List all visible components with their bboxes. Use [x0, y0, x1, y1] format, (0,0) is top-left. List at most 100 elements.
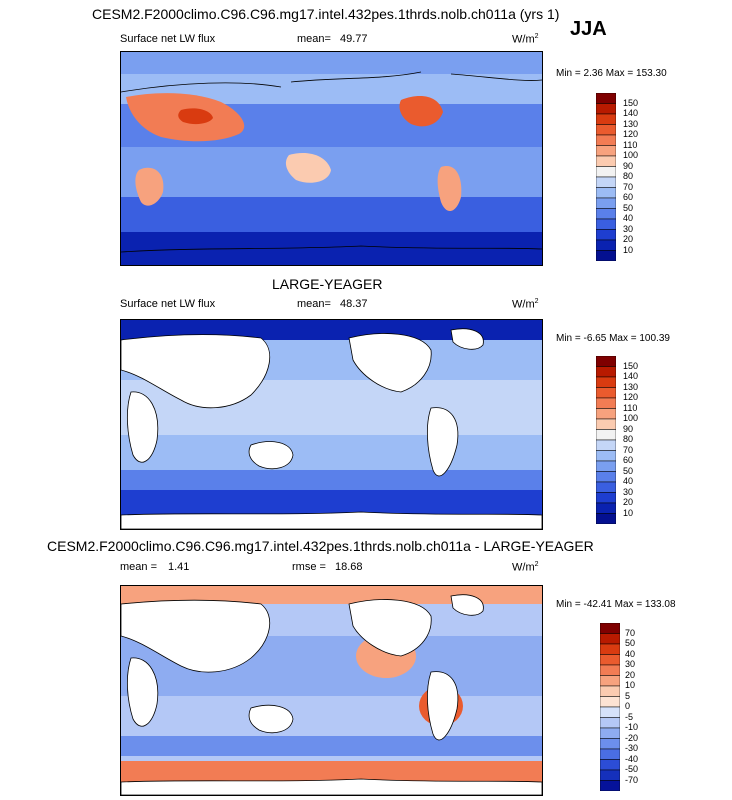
panel3-africa-land	[127, 657, 159, 727]
panel2-colorbar-tick-label: 90	[623, 423, 634, 434]
panel2-map	[120, 319, 543, 530]
panel3-colorbar-tick-label: -40	[625, 753, 639, 764]
panel3-minmax: Min = -42.41 Max = 133.08	[556, 599, 676, 610]
panel3-colorbar-swatch	[599, 780, 621, 792]
panel1-colorbar-swatch	[595, 176, 617, 188]
panel1-australia	[285, 152, 331, 183]
panel1-title: CESM2.F2000climo.C96.C96.mg17.intel.432p…	[92, 6, 560, 22]
panel3-colorbar-swatch	[599, 717, 621, 729]
panel2-colorbar-tick-label: 120	[623, 392, 639, 402]
panel2-colorbar-tick-label: 50	[623, 465, 634, 476]
panel3-colorbar-swatch	[599, 664, 621, 676]
panel1-variable-label: Surface net LW flux	[120, 33, 216, 45]
panel3-north-america-land	[348, 599, 432, 657]
panel3-mean-value: 1.41	[168, 561, 190, 573]
panel1-colorbar-tick-label: 70	[623, 181, 634, 192]
panel2-colorbar	[595, 355, 617, 529]
panel1-colorbar-tick-label: 130	[623, 118, 639, 129]
panel3-south-america-land	[427, 671, 459, 741]
panel2-minmax: Min = -6.65 Max = 100.39	[556, 333, 670, 344]
panel1-colorbar-tick-label: 120	[623, 129, 639, 139]
panel2-colorbar-tick-label: 10	[623, 507, 634, 518]
panel2-africa-land	[126, 391, 159, 463]
panel2-north-america-land	[348, 333, 432, 393]
panel3-sh-band	[121, 736, 542, 756]
panel3-colorbar-swatch	[599, 748, 621, 760]
panel1-north-america-warm	[399, 96, 443, 127]
panel2-colorbar-labels: 150 140 130 120 110 100 90 80 70 60 50 40 30 20 10	[623, 356, 663, 524]
panel3-rmse-label: rmse =	[292, 561, 326, 573]
panel1-colorbar	[595, 92, 617, 266]
panel1-colorbar-tick-label: 100	[623, 150, 639, 160]
panel1-colorbar-swatch	[595, 229, 617, 241]
panel3-colorbar-tick-label: 5	[625, 690, 631, 701]
panel1-colorbar-swatch	[595, 208, 617, 220]
panel2-colorbar-tick-label: 150	[623, 360, 639, 371]
panel1-colorbar-tick-label: 150	[623, 97, 639, 108]
panel3-colorbar-tick-label: -70	[625, 774, 639, 785]
panel2-colorbar-tick-label: 80	[623, 434, 634, 444]
panel2-variable-label: Surface net LW flux	[120, 298, 216, 310]
panel3-mean-label: mean =	[120, 561, 157, 573]
panel3-colorbar-swatch	[599, 675, 621, 687]
panel3-colorbar-tick-label: 0	[625, 701, 631, 711]
panel3-colorbar-tick-label: 70	[625, 627, 636, 638]
panel1-colorbar-tick-label: 80	[623, 171, 634, 181]
panel3-colorbar-swatch	[599, 633, 621, 645]
panel3-rmse-value: 18.68	[335, 561, 363, 573]
panel3-colorbar-tick-label: -20	[625, 732, 639, 743]
panel3-greenland-land	[450, 594, 484, 616]
panel1-sahara-hot	[178, 108, 213, 125]
panel1-minmax: Min = 2.36 Max = 153.30	[556, 68, 667, 79]
panel1-southern-africa	[135, 167, 164, 206]
panel3-eurasia-africa-land	[121, 599, 270, 673]
panel3-colorbar-swatch	[599, 685, 621, 697]
panel1-colorbar-tick-label: 110	[623, 139, 638, 150]
panel2-colorbar-swatch	[595, 460, 617, 472]
panel2-colorbar-tick-label: 40	[623, 476, 634, 486]
panel2-colorbar-swatch	[595, 408, 617, 420]
panel1-colorbar-swatch	[595, 218, 617, 230]
panel1-colorbar-swatch	[595, 197, 617, 209]
panel2-colorbar-swatch	[595, 355, 617, 367]
season-label: JJA	[570, 18, 607, 40]
panel1-colorbar-swatch	[595, 134, 617, 146]
panel1-mean-value: 49.77	[340, 33, 368, 45]
panel1-colorbar-tick-label: 140	[623, 108, 639, 118]
panel2-colorbar-tick-label: 140	[623, 371, 639, 381]
panel3-colorbar-swatch	[599, 706, 621, 718]
panel2-colorbar-tick-label: 20	[623, 497, 634, 507]
panel1-colorbar-tick-label: 10	[623, 244, 634, 255]
panel1-colorbar-tick-label: 60	[623, 192, 634, 202]
panel3-colorbar-tick-label: 40	[625, 648, 636, 659]
panel1-colorbar-tick-label: 40	[623, 213, 634, 223]
panel2-colorbar-swatch	[595, 429, 617, 441]
panel3-map	[120, 585, 543, 796]
panel2-title: LARGE-YEAGER	[272, 276, 383, 292]
panel2-colorbar-tick-label: 70	[623, 444, 634, 455]
panel2-sh-band	[121, 470, 542, 490]
panel2-colorbar-swatch	[595, 366, 617, 378]
panel1-antarctic-coast	[121, 245, 542, 253]
panel1-colorbar-tick-label: 20	[623, 234, 634, 244]
panel2-colorbar-tick-label: 100	[623, 413, 639, 423]
panel2-antarctica-land	[121, 511, 542, 529]
panel3-colorbar-swatch	[599, 696, 621, 708]
panel1-colorbar-swatch	[595, 239, 617, 251]
panel1-mean-label: mean=	[297, 33, 331, 45]
panel1-tropics-band	[121, 147, 542, 197]
panel2-colorbar-tick-label: 30	[623, 486, 634, 497]
panel3-colorbar-tick-label: 10	[625, 680, 636, 690]
panel2-greenland-land	[450, 328, 484, 350]
panel3-colorbar-tick-label: -10	[625, 722, 639, 732]
panel1-colorbar-swatch	[595, 124, 617, 136]
panel3-colorbar-tick-label: -50	[625, 764, 639, 774]
panel3-colorbar-swatch	[599, 654, 621, 666]
panel1-units: W/m2	[512, 33, 539, 46]
panel1-colorbar-swatch	[595, 92, 617, 104]
panel1-colorbar-swatch	[595, 145, 617, 157]
panel1-south-america	[437, 166, 462, 212]
panel1-colorbar-tick-label: 30	[623, 223, 634, 234]
panel3-colorbar-swatch	[599, 759, 621, 771]
panel3-colorbar-swatch	[599, 643, 621, 655]
